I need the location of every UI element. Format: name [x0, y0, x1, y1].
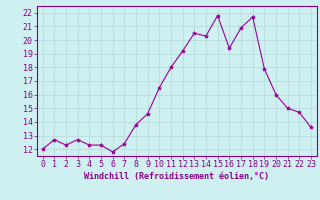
X-axis label: Windchill (Refroidissement éolien,°C): Windchill (Refroidissement éolien,°C)	[84, 172, 269, 181]
